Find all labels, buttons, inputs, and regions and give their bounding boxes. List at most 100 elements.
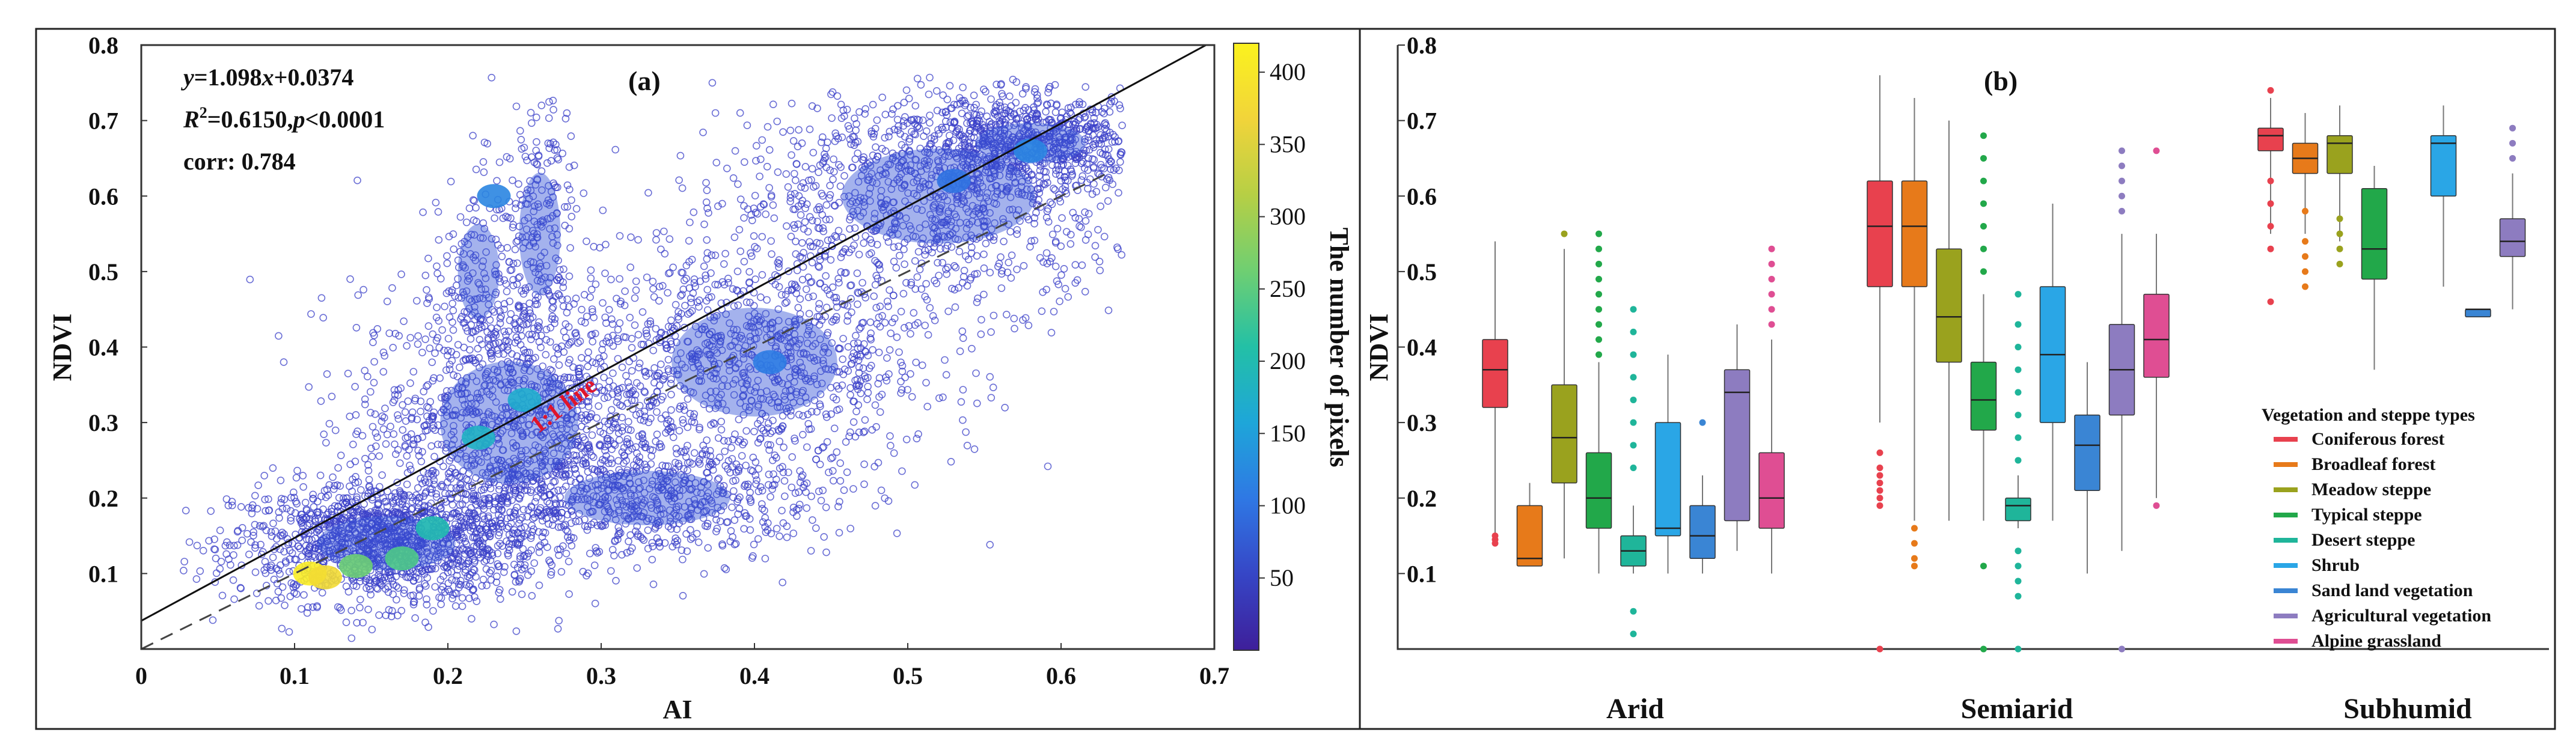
colorbar-label: The number of pixels <box>1324 228 1354 468</box>
panel-b-y-tick-label: 0.7 <box>1407 108 1437 135</box>
panel-b-y-axis-label: NDVI <box>1364 314 1394 381</box>
panel-b-axes <box>1397 45 2549 650</box>
boxplot-arid-agricultural-vegetation <box>1724 324 1751 551</box>
panel-b-y-tick-label: 0.3 <box>1407 409 1437 436</box>
colorbar-tick-label: 300 <box>1270 203 1306 230</box>
boxplot-arid-typical-steppe <box>1585 230 1612 574</box>
group-label-arid: Arid <box>1606 693 1664 725</box>
panel-a-x-tick-label: 0 <box>135 662 147 689</box>
boxplot-semiarid-shrub <box>2039 203 2066 521</box>
colorbar-tick-label: 100 <box>1270 492 1306 519</box>
panel-a-x-tick-label: 0.6 <box>1046 662 1076 689</box>
scatter-cluster <box>488 159 1052 555</box>
panel-a-y-tick-label: 0.3 <box>88 409 118 436</box>
panel-b-y-tick-label: 0.5 <box>1407 258 1437 285</box>
legend-item-label: Broadleaf forest <box>2311 454 2435 474</box>
r-squared-text: R2=0.6150,p<0.0001 <box>183 104 385 133</box>
scatter-cluster <box>419 132 539 395</box>
panel-a-x-tick-label: 0.1 <box>280 662 310 689</box>
legend-title: Vegetation and steppe types <box>2262 405 2475 425</box>
boxplot-arid-alpine-grassland <box>1758 245 1785 574</box>
panel-b-label: (b) <box>1984 66 2018 96</box>
panel-a-x-tick-label: 0.2 <box>433 662 463 689</box>
panel-a-y-tick-label: 0.2 <box>88 485 118 512</box>
density-hotspot <box>1014 138 1047 163</box>
colorbar-tick-label: 50 <box>1270 564 1294 591</box>
legend-item-label: Sand land vegetation <box>2311 581 2473 600</box>
panel-a-x-tick-label: 0.4 <box>739 662 769 689</box>
one-to-one-line <box>141 172 1108 649</box>
regression-equation: y=1.098x+0.0374 <box>181 64 353 91</box>
panel-a-y-tick-label: 0.5 <box>88 258 118 285</box>
panel-a-x-tick-label: 0.3 <box>586 662 616 689</box>
boxplot-subhumid-broadleaf-forest <box>2292 113 2319 290</box>
boxplot-semiarid-meadow-steppe <box>1936 120 1962 521</box>
boxplot-arid-sand-land-vegetation <box>1689 419 1716 574</box>
density-hotspot <box>507 388 542 412</box>
colorbar-tick-label: 200 <box>1270 347 1306 374</box>
legend-item-label: Meadow steppe <box>2311 480 2431 499</box>
colorbar-tick-label: 250 <box>1270 275 1306 302</box>
boxplot-subhumid-typical-steppe <box>2361 166 2388 370</box>
panel-b-y-tick-label: 0.6 <box>1407 183 1437 210</box>
boxplot-arid-shrub <box>1654 355 1681 574</box>
boxplot-subhumid-meadow-steppe <box>2327 105 2353 267</box>
panel-a-y-axis-label: NDVI <box>47 314 77 381</box>
figure-frame <box>35 28 2556 730</box>
boxplot-subhumid-sand-land-vegetation <box>2465 308 2491 317</box>
panel-a-y-tick-label: 0.4 <box>88 334 118 361</box>
panel-a-scatter: 0 0.1 0.2 0.3 0.4 0.5 0.6 0.7 0.1 0.2 0.3 0.4 0.5 0.6… <box>47 32 1354 724</box>
legend-item-label: Desert steppe <box>2311 530 2415 550</box>
density-hotspot <box>339 553 373 578</box>
colorbar-tick-label: 150 <box>1270 419 1306 447</box>
group-label-semiarid: Semiarid <box>1961 693 2073 725</box>
legend-item-label: Coniferous forest <box>2311 429 2444 449</box>
density-hotspot <box>477 184 511 209</box>
legend-item-label: Typical steppe <box>2311 505 2422 525</box>
colorbar-tick-label: 400 <box>1270 58 1306 85</box>
panel-a-x-tick-label: 0.7 <box>1199 662 1229 689</box>
legend-item-label: Shrub <box>2311 555 2360 575</box>
panel-a-y-tick-label: 0.6 <box>88 183 118 210</box>
regression-line <box>141 45 1208 622</box>
boxplot-arid-coniferous-forest <box>1482 241 1508 547</box>
density-hotspot <box>308 565 342 590</box>
panel-a-x-axis-label: AI <box>663 695 693 724</box>
colorbar-tick-label: 350 <box>1270 130 1306 157</box>
scatter-cluster <box>365 398 955 588</box>
density-hotspot <box>385 546 419 571</box>
panel-a-y-tick-label: 0.7 <box>88 108 118 135</box>
boxplot-subhumid-shrub <box>2430 105 2457 287</box>
boxplot-arid-meadow-steppe <box>1551 230 1577 559</box>
boxplot-semiarid-agricultural-vegetation <box>2108 147 2135 653</box>
boxplot-semiarid-sand-land-vegetation <box>2074 362 2100 574</box>
boxplot-semiarid-desert-steppe <box>2005 291 2031 653</box>
density-hotspot <box>415 516 450 540</box>
panel-b-boxplot: 0.1 0.2 0.3 0.4 0.5 0.6 0.7 0.8 (b) NDVI Arid Se… <box>1364 32 2549 725</box>
legend-item-label: Alpine grassland <box>2311 631 2441 651</box>
boxplot-arid-broadleaf-forest <box>1516 483 1543 567</box>
legend: Vegetation and steppe types Coniferous f… <box>2262 405 2491 651</box>
panel-a-x-tick-label: 0.5 <box>893 662 923 689</box>
correlation-text: corr: 0.784 <box>183 148 296 175</box>
legend-item-label: Agricultural vegetation <box>2311 606 2491 626</box>
scatter-cluster <box>611 73 1125 379</box>
panel-b-y-tick-label: 0.4 <box>1407 334 1437 361</box>
panel-a-label: (a) <box>628 66 661 96</box>
panel-b-y-tick-label: 0.8 <box>1407 32 1437 59</box>
colorbar <box>1233 43 1259 651</box>
panel-b-y-tick-label: 0.2 <box>1407 485 1437 512</box>
boxplot-semiarid-alpine-grassland <box>2143 147 2170 509</box>
boxplot-semiarid-coniferous-forest <box>1867 75 1893 653</box>
boxplot-subhumid-agricultural-vegetation <box>2499 124 2526 309</box>
panel-a-y-tick-label: 0.8 <box>88 32 118 59</box>
density-hotspot <box>753 350 787 374</box>
panel-b-y-tick-label: 0.1 <box>1407 560 1437 587</box>
boxplot-semiarid-typical-steppe <box>1970 132 1997 653</box>
boxplot-arid-desert-steppe <box>1620 306 1647 638</box>
boxplot-subhumid-coniferous-forest <box>2257 87 2284 305</box>
group-label-subhumid: Subhumid <box>2343 693 2472 725</box>
panel-a-y-tick-label: 0.1 <box>88 560 118 587</box>
boxplot-semiarid-broadleaf-forest <box>1901 97 1928 570</box>
